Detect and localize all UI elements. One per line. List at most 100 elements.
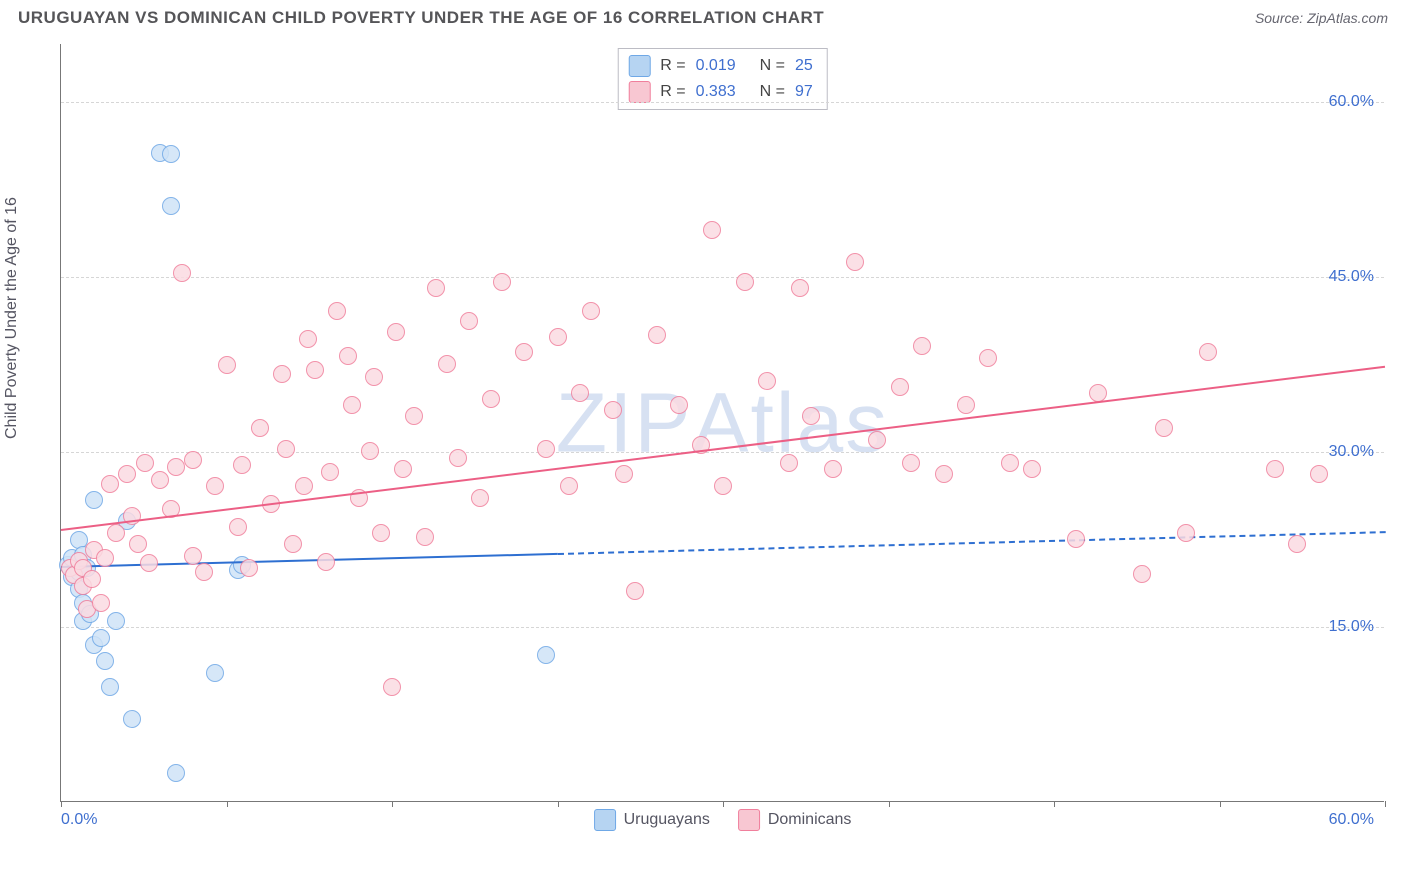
data-point <box>167 764 185 782</box>
chart-title: URUGUAYAN VS DOMINICAN CHILD POVERTY UND… <box>18 8 824 28</box>
trend-line <box>61 366 1385 531</box>
data-point <box>537 440 555 458</box>
data-point <box>703 221 721 239</box>
trend-line-dashed <box>557 531 1385 555</box>
data-point <box>107 612 125 630</box>
watermark: ZIPAtlas <box>556 374 889 471</box>
x-axis-max-label: 60.0% <box>1329 811 1374 829</box>
data-point <box>107 524 125 542</box>
data-point <box>560 477 578 495</box>
gridline <box>61 102 1384 103</box>
data-point <box>273 365 291 383</box>
data-point <box>405 407 423 425</box>
data-point <box>151 471 169 489</box>
legend-swatch <box>628 81 650 103</box>
data-point <box>387 323 405 341</box>
data-point <box>537 646 555 664</box>
chart-container: Child Poverty Under the Age of 16 ZIPAtl… <box>18 44 1392 834</box>
data-point <box>206 477 224 495</box>
stat-n-value: 97 <box>795 79 813 105</box>
data-point <box>1310 465 1328 483</box>
data-point <box>1067 530 1085 548</box>
gridline <box>61 627 1384 628</box>
x-tick-mark <box>1385 801 1386 807</box>
data-point <box>184 547 202 565</box>
y-axis-label: Child Poverty Under the Age of 16 <box>3 197 21 439</box>
data-point <box>383 678 401 696</box>
data-point <box>416 528 434 546</box>
data-point <box>1199 343 1217 361</box>
data-point <box>913 337 931 355</box>
x-axis-min-label: 0.0% <box>61 811 97 829</box>
y-tick-label: 15.0% <box>1329 618 1374 636</box>
legend-label: Dominicans <box>768 811 852 829</box>
gridline <box>61 452 1384 453</box>
data-point <box>195 563 213 581</box>
data-point <box>438 355 456 373</box>
legend-label: Uruguayans <box>624 811 710 829</box>
legend-swatch <box>628 55 650 77</box>
data-point <box>277 440 295 458</box>
x-tick-mark <box>558 801 559 807</box>
data-point <box>515 343 533 361</box>
data-point <box>957 396 975 414</box>
y-tick-label: 45.0% <box>1329 268 1374 286</box>
data-point <box>92 629 110 647</box>
data-point <box>339 347 357 365</box>
data-point <box>493 273 511 291</box>
data-point <box>979 349 997 367</box>
data-point <box>206 664 224 682</box>
data-point <box>365 368 383 386</box>
x-tick-mark <box>392 801 393 807</box>
data-point <box>571 384 589 402</box>
data-point <box>284 535 302 553</box>
data-point <box>1089 384 1107 402</box>
x-tick-mark <box>61 801 62 807</box>
data-point <box>321 463 339 481</box>
data-point <box>372 524 390 542</box>
data-point <box>791 279 809 297</box>
y-tick-label: 30.0% <box>1329 443 1374 461</box>
trend-line <box>61 553 558 568</box>
data-point <box>343 396 361 414</box>
data-point <box>83 570 101 588</box>
data-point <box>648 326 666 344</box>
stat-n-label: N = <box>760 53 785 79</box>
data-point <box>449 449 467 467</box>
data-point <box>101 678 119 696</box>
data-point <box>1133 565 1151 583</box>
data-point <box>460 312 478 330</box>
data-point <box>240 559 258 577</box>
data-point <box>824 460 842 478</box>
series-legend: Uruguayans Dominicans <box>594 809 852 831</box>
y-tick-label: 60.0% <box>1329 93 1374 111</box>
stat-r-value: 0.383 <box>696 79 736 105</box>
data-point <box>1288 535 1306 553</box>
stat-r-label: R = <box>660 53 685 79</box>
data-point <box>902 454 920 472</box>
data-point <box>85 491 103 509</box>
data-point <box>604 401 622 419</box>
data-point <box>1001 454 1019 472</box>
data-point <box>1177 524 1195 542</box>
data-point <box>758 372 776 390</box>
data-point <box>96 549 114 567</box>
data-point <box>167 458 185 476</box>
data-point <box>184 451 202 469</box>
data-point <box>295 477 313 495</box>
data-point <box>118 465 136 483</box>
plot-area: ZIPAtlas R =0.019N =25R =0.383N =97 Urug… <box>60 44 1384 802</box>
x-tick-mark <box>889 801 890 807</box>
data-point <box>1155 419 1173 437</box>
data-point <box>233 456 251 474</box>
x-tick-mark <box>1054 801 1055 807</box>
data-point <box>582 302 600 320</box>
data-point <box>361 442 379 460</box>
data-point <box>714 477 732 495</box>
x-tick-mark <box>227 801 228 807</box>
data-point <box>123 710 141 728</box>
data-point <box>173 264 191 282</box>
stat-r-value: 0.019 <box>696 53 736 79</box>
data-point <box>306 361 324 379</box>
data-point <box>136 454 154 472</box>
